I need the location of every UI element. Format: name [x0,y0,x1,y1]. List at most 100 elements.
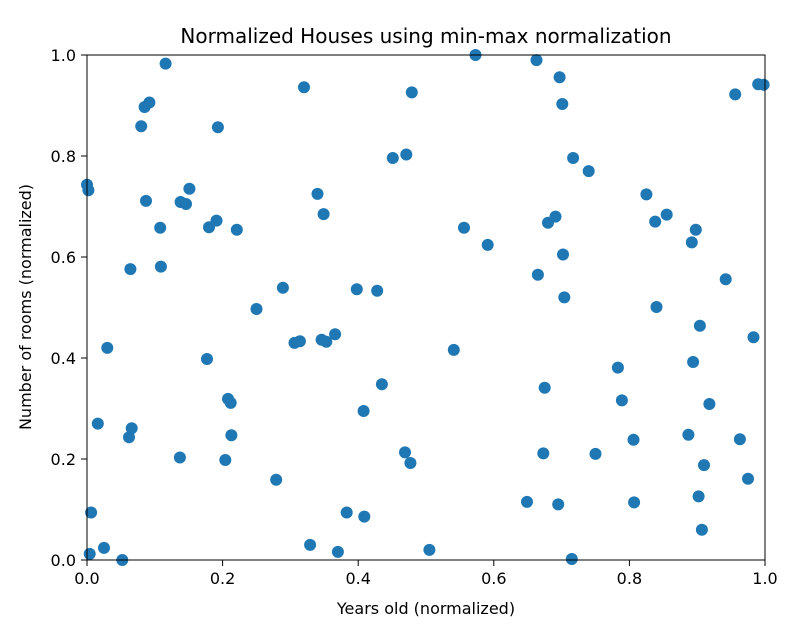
data-point [692,490,705,503]
data-point [698,459,710,472]
data-point [124,263,137,276]
data-point [210,214,223,227]
data-point [340,506,353,519]
data-point [556,98,569,110]
data-point [423,543,436,556]
data-point [404,457,417,469]
data-point [201,353,213,365]
data-point [567,152,580,164]
data-point [317,208,330,221]
y-tick-label: 0.2 [51,450,76,469]
data-point [82,184,95,197]
data-point [400,148,413,161]
data-point [304,538,317,551]
y-tick-label: 0.8 [51,147,76,166]
data-point [154,221,167,234]
data-point [521,495,533,508]
x-tick-label: 0.0 [74,569,99,588]
data-point [458,221,470,234]
data-point [371,284,384,297]
data-point [557,248,569,261]
data-point [225,429,238,442]
data-point [123,431,135,444]
data-point [693,319,706,332]
data-point [375,378,388,391]
data-point [358,510,371,523]
data-point [405,86,418,99]
data-point [538,381,551,394]
y-axis: 0.0 0.2 0.4 0.6 0.8 1.0 [51,46,87,570]
data-point [757,78,770,91]
data-point [311,187,324,200]
chart-title: Normalized Houses using min-max normaliz… [180,24,671,48]
data-point [553,71,566,84]
data-point [589,447,602,460]
data-point [276,281,289,294]
data-point [140,194,152,207]
x-tick-label: 0.2 [210,569,235,588]
data-point [219,454,232,466]
data-point [703,398,716,410]
x-tick-label: 0.4 [345,569,370,588]
y-tick-label: 0.4 [51,349,76,368]
data-point [537,447,550,460]
data-point [180,198,192,210]
data-point [640,188,653,201]
data-point [530,54,543,67]
data-point [747,331,760,344]
data-point [83,547,96,560]
data-point [685,236,698,249]
data-point [582,165,595,178]
data-point [552,498,565,511]
data-point [531,268,544,281]
data-point [447,343,460,356]
data-point [350,283,363,296]
data-point [154,260,167,273]
x-axis: 0.0 0.2 0.4 0.6 0.8 1.0 [74,560,778,588]
data-point [565,553,578,565]
data-point [101,341,114,354]
data-point [627,433,640,446]
data-point [91,417,104,430]
data-point [211,121,224,134]
data-point [224,396,237,409]
data-point [298,81,310,94]
data-point [628,496,641,509]
data-point [689,223,702,236]
data-point [135,120,148,133]
y-tick-label: 0.6 [51,248,76,267]
data-point [331,545,344,558]
data-point [98,541,110,554]
data-point [660,208,673,221]
data-point [682,428,695,441]
y-axis-label: Number of rooms (normalized) [16,184,35,430]
data-point [183,182,196,195]
data-point [386,152,399,164]
points-layer [81,49,770,566]
x-axis-label: Years old (normalized) [336,599,515,618]
y-tick-label: 0.0 [51,551,76,570]
x-tick-label: 1.0 [752,569,777,588]
y-tick-label: 1.0 [51,46,76,65]
x-tick-label: 0.6 [481,569,506,588]
data-point [85,506,98,519]
data-point [687,356,700,368]
data-point [733,433,746,446]
data-point [329,328,342,341]
data-point [481,238,494,251]
data-point [230,223,243,236]
data-point [729,88,742,101]
data-point [250,303,263,315]
data-point [611,361,624,374]
data-point [549,210,562,223]
data-point [173,451,186,464]
data-point [719,273,732,286]
x-tick-label: 0.8 [617,569,642,588]
data-point [615,394,628,407]
data-point [650,301,663,313]
data-point [320,335,333,348]
data-point [649,215,662,228]
data-point [695,523,708,536]
